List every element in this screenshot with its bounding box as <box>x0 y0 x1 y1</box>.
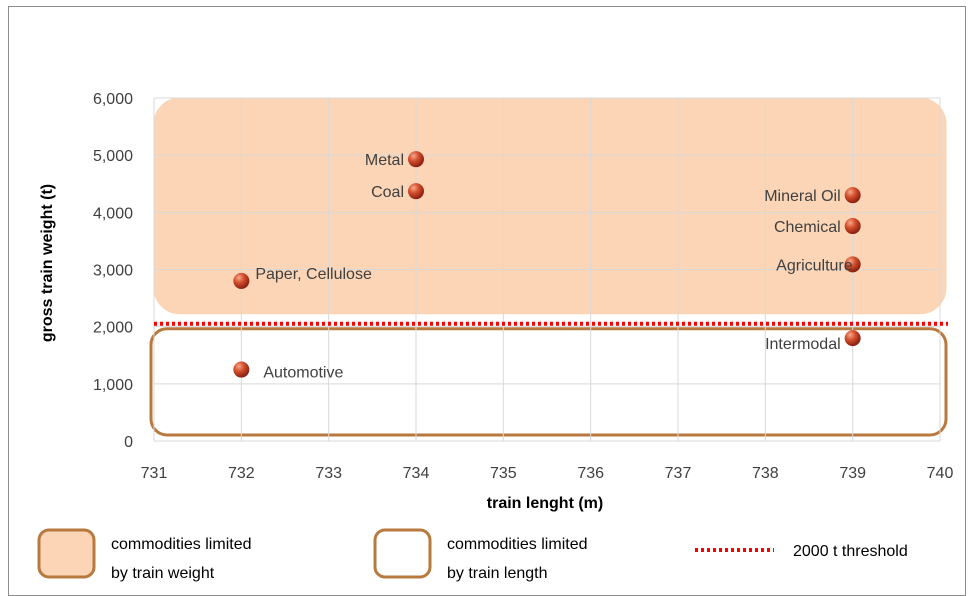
x-tick-label: 734 <box>403 465 430 482</box>
y-tick-label: 0 <box>124 434 133 451</box>
y-tick-label: 4,000 <box>93 205 133 222</box>
y-tick-label: 1,000 <box>93 377 133 394</box>
x-axis-title: train lenght (m) <box>487 495 603 512</box>
labels-layer: Metal Coal Mineral Oil Chemical Agriculture P… <box>255 152 852 381</box>
data-point <box>408 151 424 168</box>
data-point-label: Paper, Cellulose <box>255 266 372 283</box>
legend-weight-line2: by train weight <box>111 565 215 582</box>
region-length-limited <box>149 327 948 437</box>
legend-swatch-weight <box>37 528 96 579</box>
data-point <box>844 256 861 273</box>
x-tick-label: 735 <box>490 465 517 482</box>
points-layer <box>233 151 861 378</box>
data-point-label: Coal <box>371 184 404 201</box>
legend-length-line2: by train length <box>447 565 548 582</box>
x-tick-label: 739 <box>839 465 866 482</box>
x-tick-label: 731 <box>141 465 168 482</box>
legend-length-line1: commodities limited <box>447 536 587 553</box>
y-tick-label: 3,000 <box>93 263 133 280</box>
data-point <box>844 330 861 347</box>
data-point <box>233 361 250 378</box>
legend-swatch-length <box>373 528 432 579</box>
data-point-label: Mineral Oil <box>764 188 840 205</box>
legend-weight-line1: commodities limited <box>111 536 251 553</box>
x-tick-label: 736 <box>577 465 604 482</box>
data-point-label: Automotive <box>263 365 343 382</box>
data-point-label: Chemical <box>774 219 841 236</box>
data-point-label: Intermodal <box>765 336 841 353</box>
y-tick-label: 5,000 <box>93 148 133 165</box>
x-tick-label: 740 <box>927 465 954 482</box>
y-tick-label: 6,000 <box>93 91 133 108</box>
data-point <box>844 218 861 235</box>
data-point <box>408 183 424 200</box>
legend-threshold-label: 2000 t threshold <box>793 543 908 560</box>
x-tick-label: 733 <box>315 465 342 482</box>
data-point-label: Metal <box>365 152 404 169</box>
y-axis-title: gross train weight (t) <box>39 184 56 342</box>
data-point-label: Agriculture <box>776 257 853 274</box>
ticks-layer: 0 1,000 2,000 3,000 4,000 5,000 6,000 731 732 733… <box>93 91 953 482</box>
data-point <box>844 187 861 204</box>
legend: commodities limited by train weight comm… <box>37 528 908 582</box>
x-tick-label: 737 <box>665 465 692 482</box>
x-tick-label: 732 <box>228 465 255 482</box>
y-tick-label: 2,000 <box>93 320 133 337</box>
data-point <box>233 272 250 289</box>
grid-layer <box>153 97 941 442</box>
x-tick-label: 738 <box>752 465 779 482</box>
